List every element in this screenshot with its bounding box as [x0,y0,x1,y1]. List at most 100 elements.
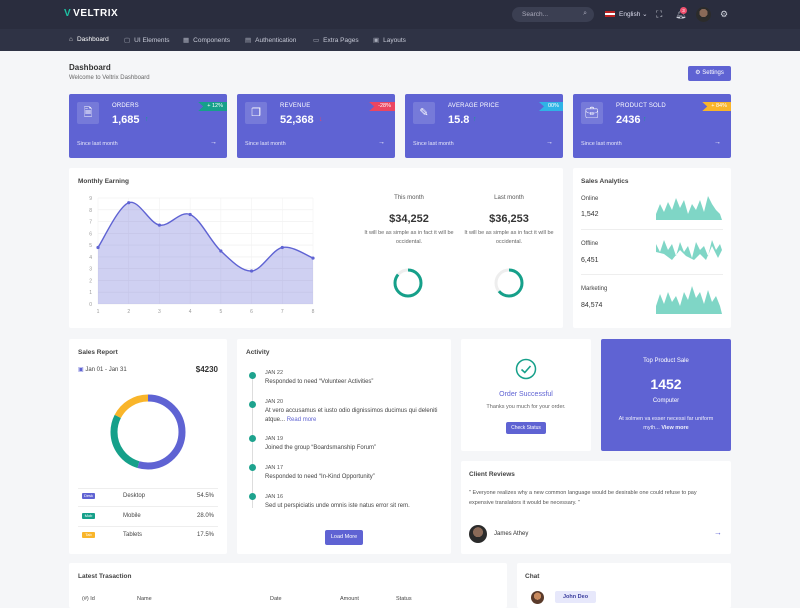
x-tick-label: 5 [219,309,222,315]
card-title: Chat [525,573,540,580]
top-bar [0,0,800,29]
nav-layouts[interactable]: ▣ Layouts [373,36,406,44]
donut-mobile [110,394,186,470]
user-avatar[interactable] [696,7,711,22]
read-more-link[interactable]: Read more [286,417,317,423]
activity-date: JAN 16 [265,494,284,500]
reviewer-avatar [469,525,487,543]
last-month-label: Last month [494,195,524,201]
card-title: Sales Analytics [581,178,629,185]
x-tick-label: 7 [281,309,284,315]
device-tag: Tab [82,532,95,538]
stat-since: Since last month [245,141,286,147]
x-tick-label: 1 [97,309,100,315]
us-flag-icon [605,11,615,18]
device-pct: 54.5% [196,493,214,499]
arrow-right-icon[interactable]: → [210,139,217,146]
stat-value: 2436 [616,114,641,126]
order-successful-card: Order Successful Thanks you much for you… [461,339,591,451]
arrow-right-icon[interactable]: → [714,139,721,146]
nav-dashboard[interactable]: ⌂ Dashboard [69,36,109,43]
column-header: Date [270,596,282,602]
y-tick-label: 0 [89,302,92,308]
folder-icon: ▭ [313,37,320,44]
notification-badge: 3 [680,7,687,14]
stat-since: Since last month [77,141,118,147]
last-month-desc: It will be as simple as in fact it will … [464,230,554,245]
last-month-value: $36,253 [489,213,529,225]
device-name: Tablets [123,532,143,538]
divider [78,526,218,527]
last-month-ring [494,268,524,298]
nav-components[interactable]: ▦ Components [183,36,230,44]
date-range[interactable]: ▣ Jan 01 - Jan 31 [78,366,127,373]
timeline-dot [249,401,256,408]
stat-label: REVENUE [280,103,311,109]
date-range-text: Jan 01 - Jan 31 [85,367,127,373]
check-status-button[interactable]: Check Status [506,422,546,434]
search-icon[interactable]: ⌕ [583,10,587,17]
bell-icon[interactable]: 🔔︎ [675,9,687,19]
search-input[interactable]: Search... ⌕ [512,7,594,22]
stat-value: 15.8 [448,114,470,126]
card-title: Activity [246,349,270,356]
arrow-right-icon[interactable]: → [378,139,385,146]
timeline-dot [249,435,256,442]
change-badge: -28% [369,102,395,111]
view-more-link[interactable]: View more [661,425,689,431]
top-value: 1452 [650,376,682,392]
stat-card-revenue: ❐ REVENUE 52,368 ↓ -28% Since last month… [237,94,395,158]
y-tick-label: 8 [89,208,92,214]
arrow-right-icon[interactable]: → [714,528,722,537]
nav-label: Components [193,37,231,44]
y-tick-label: 6 [89,231,92,237]
x-tick-label: 8 [312,309,315,315]
column-header: Amount [340,596,359,602]
earning-point [219,249,223,253]
earning-point [280,245,284,250]
this-month-label: This month [394,195,424,201]
analytics-label: Offline [581,241,599,247]
analytics-value: 84,574 [581,302,603,309]
device-name: Desktop [123,493,146,499]
nav-label: Dashboard [76,36,109,43]
card-title: Sales Report [78,349,118,356]
y-tick-label: 4 [89,255,92,261]
gear-icon[interactable]: ⚙ [720,9,729,19]
layout-icon: ▣ [373,37,380,44]
timeline-dot [249,493,256,500]
load-more-button[interactable]: Load More [325,530,363,545]
nav-extra-pages[interactable]: ▭ Extra Pages [313,36,359,44]
divider [581,274,723,275]
client-reviews-card: Client Reviews " Everyone realizes why a… [461,461,731,554]
x-tick-label: 3 [158,309,161,315]
earning-point [157,223,162,227]
arrow-up-icon: ↑ [643,116,647,123]
language-selector[interactable]: English ⌄ [605,10,648,18]
fullscreen-icon[interactable]: ⛶ [656,9,663,19]
change-badge: 00% [538,102,563,111]
nav-label: Extra Pages [323,37,359,44]
stat-value: 1,685 [112,114,140,126]
arrow-right-icon[interactable]: → [546,139,553,146]
this-month-ring [393,268,423,298]
earning-point [188,212,192,217]
divider [78,506,218,507]
stat-since: Since last month [581,141,622,147]
settings-button[interactable]: ⚙ Settings [688,66,731,81]
nav-ui-elements[interactable]: ▢ UI Elements [124,36,170,44]
earning-point [249,269,254,273]
nav-authentication[interactable]: ▤ Authentication [245,36,296,44]
page-subtitle: Welcome to Veltrix Dashboard [69,75,150,81]
brand-logo[interactable]: V VELTRIX [64,8,118,19]
timeline-line [252,376,253,508]
top-product-card: Top Product Sale 1452 Computer At solmen… [601,339,731,451]
device-tag: Desk [82,493,95,499]
x-tick-label: 2 [127,309,130,315]
earning-point [127,201,131,205]
top-label: Computer [652,398,680,404]
activity-date: JAN 19 [265,436,284,442]
earning-line [97,201,314,272]
card-title: Client Reviews [469,471,515,478]
